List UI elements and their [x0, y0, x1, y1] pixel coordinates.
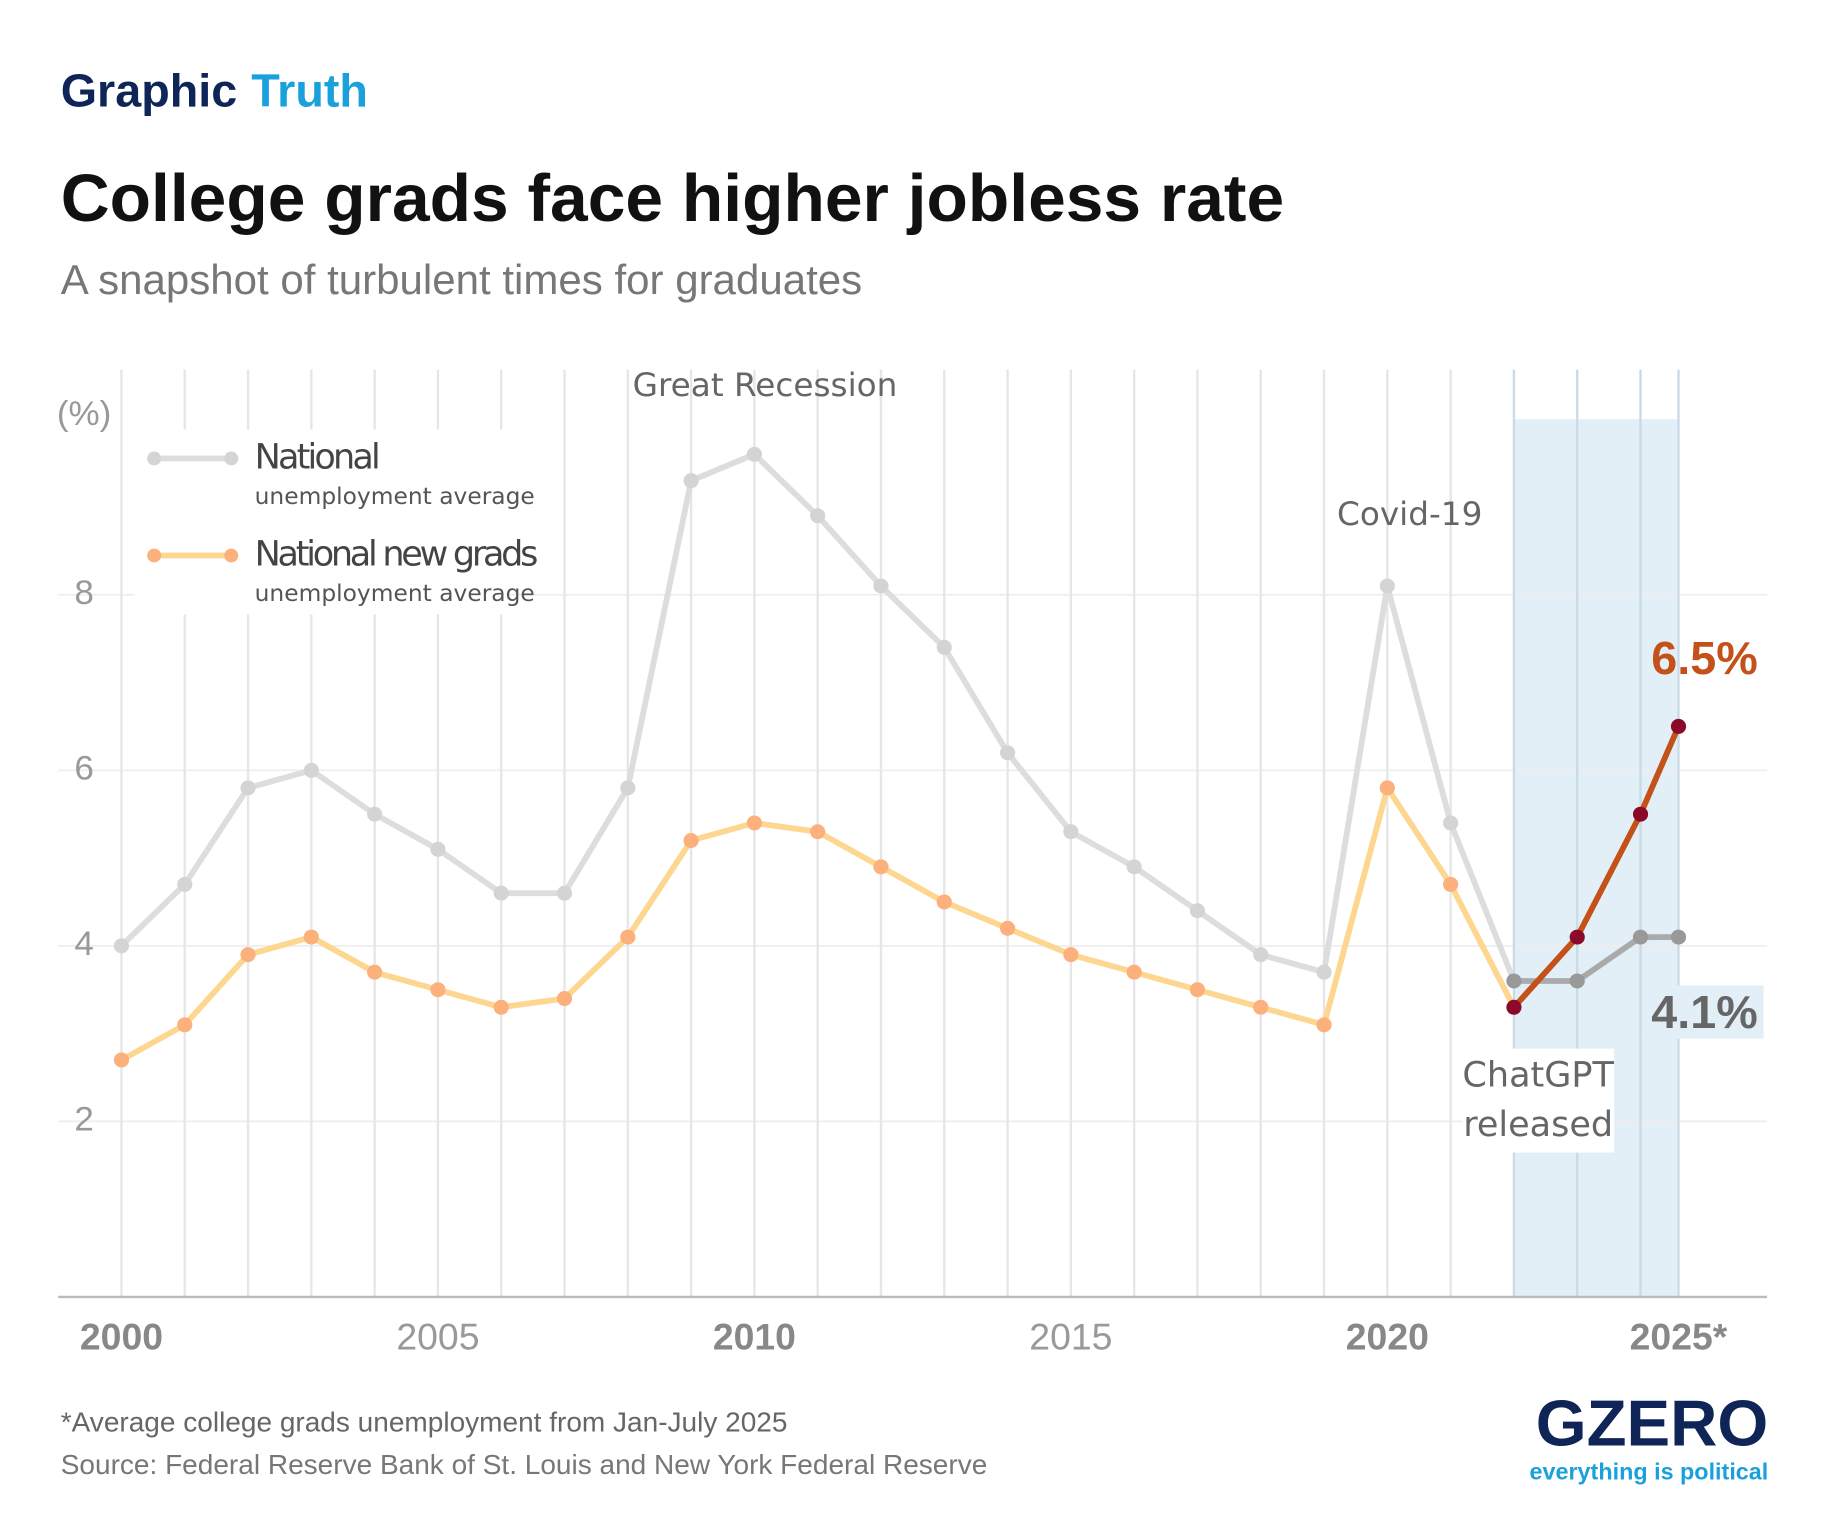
- annotation: Great Recession: [633, 366, 898, 404]
- end-label: 6.5%: [1651, 632, 1757, 684]
- annotation-bg: [1462, 1048, 1615, 1153]
- point: [1670, 718, 1687, 734]
- x-tick-label: 2000: [80, 1316, 163, 1358]
- point: [746, 815, 762, 831]
- point: [1126, 859, 1142, 875]
- legend-label: National: [255, 438, 381, 478]
- line-highlight: [1513, 934, 1679, 984]
- y-tick-label: 8: [74, 573, 93, 612]
- line-highlight: [1511, 725, 1682, 1010]
- kicker: Graphic Truth: [61, 65, 368, 117]
- kicker-word: Graphic: [61, 65, 237, 117]
- y-tick-label: 2: [74, 1100, 93, 1139]
- point: [683, 473, 699, 489]
- end-label-bg: [1646, 985, 1764, 1039]
- point: [683, 833, 699, 849]
- kicker-word: Truth: [251, 65, 368, 117]
- point: [240, 780, 256, 796]
- point: [936, 639, 952, 655]
- end-label: 4.1%: [1651, 986, 1757, 1038]
- point: [240, 947, 256, 963]
- chart-subtitle: A snapshot of turbulent times for gradua…: [61, 256, 862, 303]
- point: [810, 508, 826, 524]
- point: [1443, 815, 1459, 831]
- logo: GZERO: [1536, 1387, 1769, 1460]
- chart-title: College grads face higher jobless rate: [61, 161, 1284, 236]
- x-tick-label: 2015: [1029, 1316, 1112, 1358]
- point: [367, 964, 383, 980]
- legend-dot: [147, 548, 162, 563]
- point: [177, 876, 193, 892]
- legend-sublabel: unemployment average: [255, 483, 535, 510]
- point: [1670, 929, 1687, 945]
- legend-dot: [147, 451, 162, 466]
- point: [810, 824, 826, 840]
- point: [1379, 780, 1395, 796]
- highlight-band: [1513, 419, 1679, 1297]
- x-tick-label: 2010: [713, 1316, 796, 1358]
- plot: 2 4 6 8 2000 2005 2010 2015 2020 2025* National une…: [58, 369, 1768, 1358]
- annotation: released: [1463, 1105, 1613, 1145]
- point: [1506, 973, 1522, 989]
- point: [430, 982, 446, 998]
- point: [367, 806, 383, 822]
- point: [1316, 1017, 1332, 1033]
- point: [113, 1052, 130, 1068]
- point: [1126, 964, 1142, 980]
- point: [1569, 973, 1585, 989]
- point: [1189, 982, 1206, 998]
- point: [1379, 578, 1395, 594]
- point: [1632, 806, 1649, 822]
- point: [746, 446, 762, 462]
- point: [999, 745, 1016, 761]
- point: [1189, 903, 1206, 919]
- source: Source: Federal Reserve Bank of St. Loui…: [61, 1449, 988, 1480]
- point: [1253, 947, 1269, 963]
- x-tick-label: 2025*: [1630, 1316, 1728, 1358]
- point: [1632, 929, 1649, 945]
- y-tick-label: 6: [74, 749, 93, 788]
- point: [1063, 824, 1079, 840]
- point: [1506, 999, 1522, 1015]
- point: [999, 920, 1016, 936]
- point: [1253, 999, 1269, 1015]
- legend-sublabel: unemployment average: [255, 580, 535, 607]
- tagline: everything is political: [1530, 1459, 1769, 1485]
- point: [620, 929, 636, 945]
- point: [873, 859, 889, 875]
- point: [1063, 947, 1079, 963]
- point: [113, 938, 130, 954]
- point: [493, 999, 509, 1015]
- legend-dot: [224, 548, 239, 563]
- point: [936, 894, 952, 910]
- annotation: ChatGPT: [1462, 1055, 1614, 1095]
- footnote: *Average college grads unemployment from…: [61, 1406, 788, 1437]
- point: [303, 762, 319, 778]
- point: [873, 578, 889, 594]
- x-tick-label: 2020: [1346, 1316, 1429, 1358]
- point: [430, 841, 446, 857]
- point: [1569, 929, 1585, 945]
- y-axis-label: (%): [57, 394, 111, 433]
- point: [556, 885, 573, 901]
- point: [1443, 876, 1459, 892]
- point: [1316, 964, 1332, 980]
- annotation: Covid-19: [1337, 495, 1482, 533]
- point: [177, 1017, 193, 1033]
- legend-label: National new grads: [255, 535, 539, 575]
- point: [493, 885, 509, 901]
- point: [620, 780, 636, 796]
- y-tick-label: 4: [74, 924, 93, 963]
- x-tick-label: 2005: [396, 1316, 479, 1358]
- legend-dot: [224, 451, 239, 466]
- point: [303, 929, 319, 945]
- point: [556, 991, 573, 1007]
